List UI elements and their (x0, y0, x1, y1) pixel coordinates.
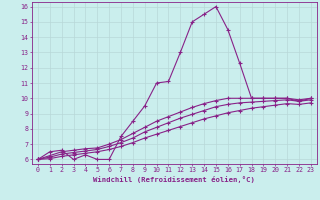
X-axis label: Windchill (Refroidissement éolien,°C): Windchill (Refroidissement éolien,°C) (93, 176, 255, 183)
